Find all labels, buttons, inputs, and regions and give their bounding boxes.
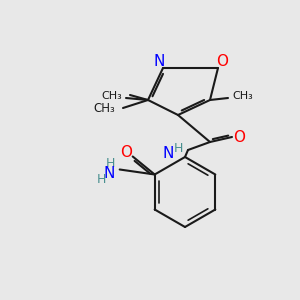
Text: N: N (103, 166, 115, 181)
Text: N: N (163, 146, 174, 161)
Text: O: O (120, 145, 132, 160)
Text: O: O (233, 130, 245, 145)
Text: H: H (105, 157, 115, 170)
Text: CH₃: CH₃ (232, 91, 253, 101)
Text: CH₃: CH₃ (101, 91, 122, 101)
Text: N: N (153, 55, 165, 70)
Text: O: O (216, 55, 228, 70)
Text: CH₃: CH₃ (93, 101, 115, 115)
Text: H: H (174, 142, 183, 155)
Text: H: H (96, 173, 106, 186)
